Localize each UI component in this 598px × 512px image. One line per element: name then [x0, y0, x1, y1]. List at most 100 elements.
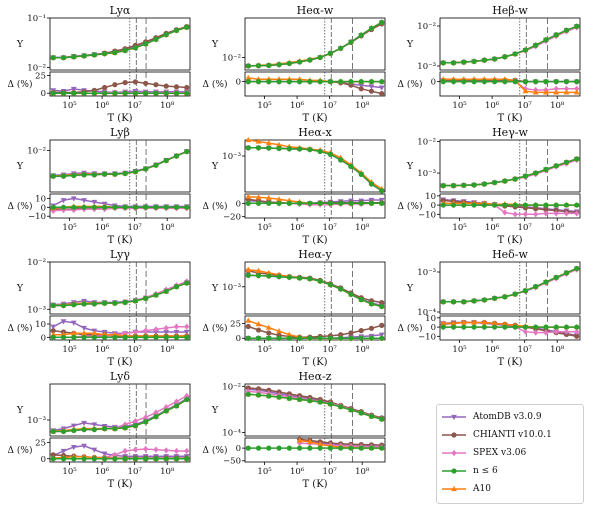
data-point	[491, 179, 498, 186]
data-point	[502, 54, 508, 60]
data-point	[368, 84, 375, 90]
data-point	[184, 280, 190, 286]
data-point	[245, 391, 251, 397]
data-point	[574, 333, 580, 339]
data-point	[112, 50, 118, 56]
data-point	[173, 153, 180, 159]
data-point	[266, 79, 272, 85]
data-point	[101, 334, 108, 340]
data-point	[70, 196, 77, 202]
data-point	[101, 456, 108, 462]
y-axis-label: Δ (%)	[398, 201, 423, 212]
data-point	[471, 324, 477, 330]
data-point	[379, 299, 385, 306]
y-tick-label: 10⁻²	[417, 22, 436, 32]
data-point	[563, 85, 570, 92]
data-point	[461, 324, 467, 330]
y-axis-label: Y	[16, 39, 24, 50]
data-point	[307, 445, 313, 451]
data-point	[451, 485, 457, 492]
data-point	[379, 188, 385, 194]
data-point	[574, 328, 580, 335]
data-point	[286, 274, 292, 280]
data-point	[122, 456, 128, 462]
data-point	[60, 90, 67, 96]
data-point	[553, 89, 560, 95]
data-point	[358, 410, 364, 416]
data-point	[533, 206, 539, 212]
data-point	[122, 447, 128, 455]
data-point	[276, 274, 282, 280]
y-tick-label: 10⁻²	[27, 258, 46, 268]
data-point	[132, 456, 139, 462]
data-point	[163, 408, 169, 414]
data-point	[327, 282, 334, 288]
data-point	[522, 202, 529, 208]
data-point	[512, 176, 518, 182]
data-point	[522, 211, 529, 218]
data-point	[338, 157, 344, 163]
data-point	[143, 456, 149, 462]
chart-panel: Heβ-w 10⁻² 10⁻³ Y 0 Δ (%) 10⁵ 10⁶ 10⁷ 10⁸ T (K)	[398, 4, 581, 124]
panel-title: Lyδ	[110, 370, 130, 383]
x-tick-label: 10⁸	[160, 345, 175, 355]
data-point	[379, 200, 385, 206]
y-tick-label: 10⁻⁴	[222, 429, 241, 439]
data-point	[348, 39, 354, 45]
data-point	[553, 324, 559, 330]
data-point	[574, 265, 580, 272]
data-point	[368, 25, 375, 31]
data-point	[502, 178, 508, 184]
x-tick-label: 10⁷	[323, 467, 338, 477]
data-point	[132, 79, 139, 85]
data-point	[245, 385, 251, 391]
data-point	[245, 266, 252, 272]
data-point	[368, 200, 375, 206]
y-tick-label: 0	[236, 78, 241, 88]
data-point	[553, 274, 559, 281]
data-point	[553, 85, 559, 92]
data-point	[533, 284, 539, 290]
top-axes-frame	[244, 383, 386, 437]
data-point	[379, 91, 385, 97]
data-point	[71, 90, 77, 96]
data-point	[265, 139, 272, 146]
data-point	[266, 387, 272, 393]
data-point	[358, 171, 364, 177]
legend-swatch	[442, 432, 466, 438]
data-point	[50, 452, 56, 458]
data-point	[50, 302, 56, 309]
y-tick-label: 10⁻³	[222, 152, 241, 162]
data-point	[553, 202, 559, 208]
data-point	[317, 441, 323, 447]
data-point	[184, 204, 190, 210]
data-point	[512, 51, 518, 57]
data-point	[122, 47, 128, 54]
x-tick-label: 10⁷	[323, 345, 338, 355]
x-tick-label: 10⁷	[128, 223, 143, 233]
x-tick-label: 10⁶	[485, 345, 500, 355]
x-tick-label: 10⁷	[518, 345, 533, 355]
chart-panel: Lyδ 10⁻³Y 25 0 Δ (%) 10⁵ 10⁶ 10⁷ 10⁸ T (K)	[8, 370, 191, 490]
data-point	[563, 202, 570, 208]
series-line	[443, 267, 577, 303]
data-point	[184, 323, 190, 330]
data-point	[573, 89, 580, 95]
y-tick-label: −10	[418, 332, 436, 342]
data-point	[245, 445, 251, 451]
data-point	[143, 295, 149, 301]
data-point	[50, 204, 56, 210]
data-point	[60, 448, 67, 455]
x-tick-label: 10⁶	[290, 345, 305, 355]
data-point	[491, 295, 498, 301]
data-point	[553, 79, 559, 85]
x-tick-label: 10⁶	[95, 345, 110, 355]
y-tick-label: 0	[41, 89, 46, 99]
data-point	[379, 416, 385, 422]
data-point	[245, 74, 252, 81]
bottom-axes-frame	[49, 437, 191, 463]
x-axis-label: T (K)	[302, 235, 327, 246]
data-point	[91, 204, 97, 210]
y-tick-label: 10⁻³	[417, 268, 436, 278]
data-point	[143, 90, 149, 96]
